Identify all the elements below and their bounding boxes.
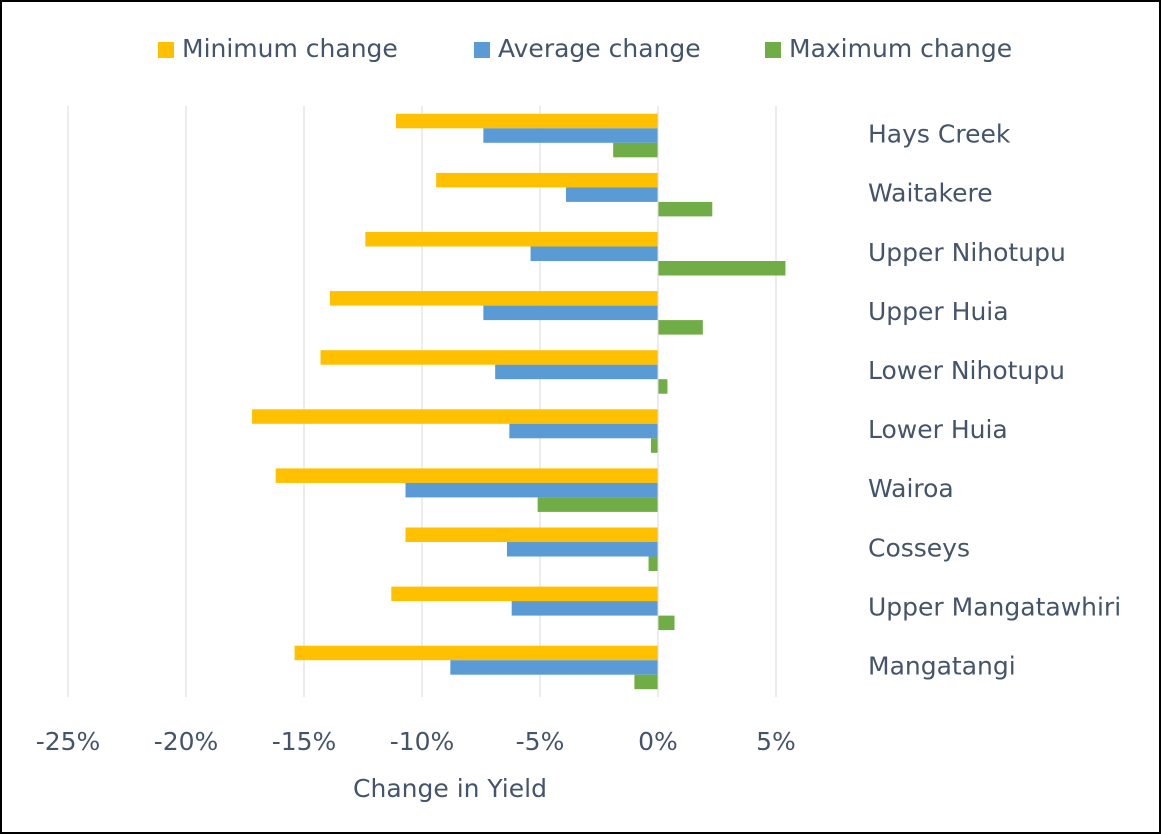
bar: [634, 674, 658, 690]
legend-swatch: [765, 42, 781, 58]
legend-label: Maximum change: [789, 34, 1012, 63]
x-tick-label: -5%: [516, 727, 565, 756]
x-tick-label: 0%: [638, 727, 678, 756]
bar: [329, 291, 658, 306]
category-label: Upper Mangatawhiri: [868, 592, 1121, 621]
category-label: Upper Nihotupu: [868, 238, 1066, 267]
category-label: Lower Huia: [868, 415, 1008, 444]
x-tick-label: -25%: [36, 727, 101, 756]
bar: [658, 379, 668, 394]
bar: [613, 142, 658, 158]
legend-label: Average change: [498, 34, 701, 63]
legend-swatch: [474, 42, 490, 58]
bar: [483, 128, 658, 143]
x-tick-label: 5%: [756, 727, 796, 756]
bar: [365, 232, 658, 247]
bar: [511, 601, 658, 616]
bar: [658, 320, 703, 335]
category-label: Cosseys: [868, 533, 970, 562]
x-tick-label: -20%: [154, 727, 219, 756]
x-tick-label: -10%: [390, 727, 455, 756]
bar: [506, 542, 658, 557]
bar: [391, 586, 658, 602]
bar: [509, 423, 658, 439]
bar: [650, 438, 658, 453]
category-label: Mangatangi: [868, 651, 1016, 680]
legend-swatch: [158, 42, 174, 58]
x-axis-label: Change in Yield: [353, 774, 547, 803]
category-label: Lower Nihotupu: [868, 356, 1065, 385]
bar: [565, 187, 658, 202]
category-label: Waitakere: [868, 179, 993, 208]
bar: [483, 305, 658, 321]
bar: [275, 468, 658, 483]
bar: [537, 497, 658, 512]
bar: [450, 660, 658, 675]
bar: [658, 201, 713, 217]
bar: [396, 113, 658, 129]
x-tick-label: -15%: [272, 727, 337, 756]
bar: [252, 409, 658, 424]
bar: [530, 246, 658, 261]
bar: [648, 556, 658, 571]
bar: [436, 172, 658, 188]
bar: [658, 615, 675, 631]
category-label: Wairoa: [868, 474, 954, 503]
bar: [658, 261, 786, 276]
bar: [405, 482, 658, 498]
category-label: Hays Creek: [868, 120, 1011, 149]
bar: [405, 527, 658, 542]
bar: [320, 350, 658, 365]
legend-label: Minimum change: [182, 34, 398, 63]
category-label: Upper Huia: [868, 297, 1009, 326]
bar: [294, 645, 658, 661]
bar: [495, 364, 658, 380]
